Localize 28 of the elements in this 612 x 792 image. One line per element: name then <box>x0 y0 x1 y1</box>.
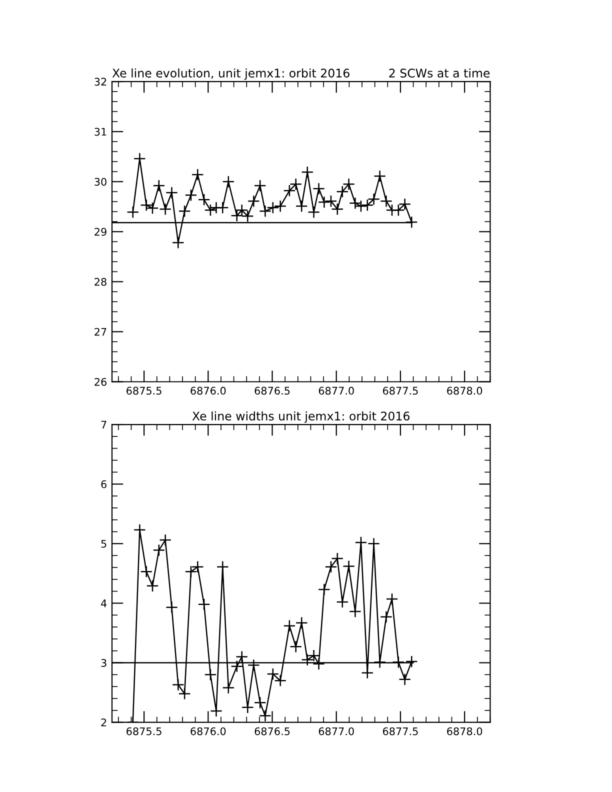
chart-title: Xe line evolution, unit jemx1: orbit 2016 <box>112 68 350 80</box>
x-tick-label: 6877.5 <box>382 727 418 736</box>
y-tick-label: 32 <box>94 78 106 86</box>
x-tick-label: 6875.5 <box>126 727 162 736</box>
x-tick-label: 6877.5 <box>382 386 418 395</box>
y-tick-label: 7 <box>101 420 106 428</box>
x-tick-label: 6875.5 <box>126 386 162 395</box>
x-tick-label: 6876.5 <box>254 386 290 395</box>
chart-subtitle: 2 SCWs at a time <box>389 68 490 78</box>
x-tick-label: 6878.0 <box>447 386 482 395</box>
y-tick-label: 30 <box>94 178 106 186</box>
y-tick-label: 31 <box>94 128 106 136</box>
y-tick-label: 3 <box>101 658 106 667</box>
x-tick-label: 6877.0 <box>318 386 354 395</box>
x-tick-label: 6878.0 <box>447 727 482 736</box>
x-tick-label: 6877.0 <box>318 727 354 736</box>
y-tick-label: 2 <box>101 718 106 726</box>
x-tick-label: 6876.0 <box>190 727 226 736</box>
x-tick-label: 6876.5 <box>254 727 290 736</box>
y-tick-label: 29 <box>94 228 106 236</box>
x-tick-label: 6876.0 <box>190 386 226 395</box>
y-tick-label: 27 <box>94 328 106 336</box>
chart-title: Xe line widths unit jemx1: orbit 2016 <box>192 411 410 423</box>
y-tick-label: 26 <box>94 378 106 386</box>
y-tick-label: 28 <box>94 278 106 286</box>
y-tick-label: 4 <box>101 600 107 608</box>
y-tick-label: 6 <box>101 480 106 488</box>
y-tick-label: 5 <box>101 540 106 548</box>
